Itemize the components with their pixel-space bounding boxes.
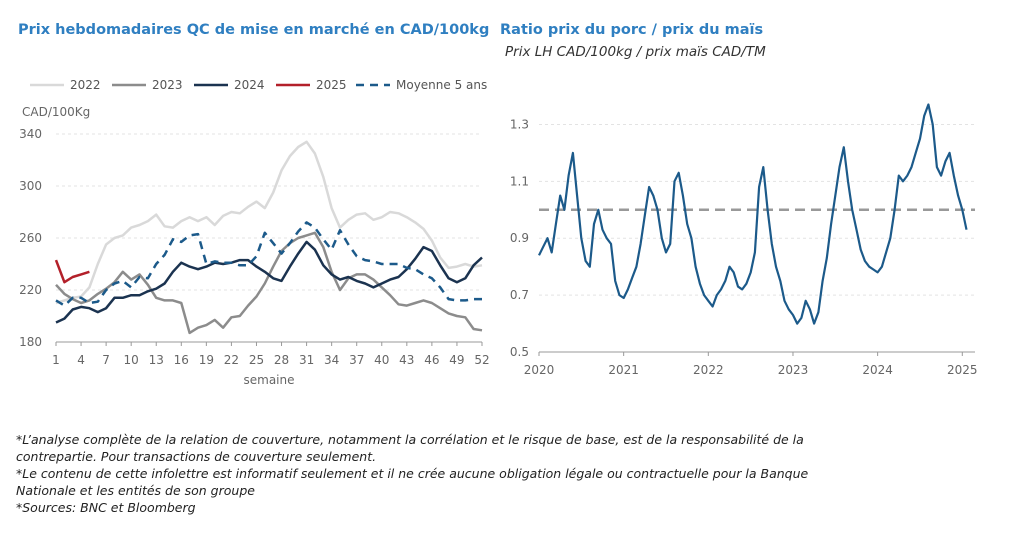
x-tick-label: 46 [424,353,439,367]
x-tick-label: 16 [174,353,189,367]
right-chart-title: Ratio prix du porc / prix du maïs [500,22,764,38]
footnote-line: Nationale et les entités de son groupe [16,483,255,498]
y-axis-label: CAD/100Kg [22,105,90,119]
x-tick-label: 2022 [693,363,724,377]
series-line-ratio [538,103,968,325]
x-axis-label: semaine [244,373,295,386]
footnotes: *L’analyse complète de la relation de co… [16,431,1006,516]
y-tick-label: 260 [19,231,42,245]
series-line-2025 [54,259,90,284]
x-tick-label: 10 [124,353,139,367]
weekly-price-chart: 180 220 260 300 340 1 4 7 10 13 16 19 22 25 28 31 34 37 40… [19,78,490,386]
y-tick-label: 0.7 [510,288,529,302]
x-tick-label: 7 [102,353,110,367]
x-tick-label: 25 [249,353,264,367]
x-tick-label: 2021 [608,363,639,377]
legend-label: 2024 [234,78,265,92]
x-tick-label: 4 [77,353,85,367]
series-line-2024 [55,240,483,324]
x-tick-label: 34 [324,353,339,367]
x-tick-label: 40 [374,353,389,367]
y-tick-label: 300 [19,179,42,193]
y-tick-label: 1.3 [510,117,529,131]
x-tick-label: 43 [399,353,414,367]
x-tick-label: 22 [224,353,239,367]
x-tick-label: 2020 [524,363,555,377]
y-tick-label: 220 [19,283,42,297]
x-tick-label: 2025 [947,363,978,377]
x-tick-label: 28 [274,353,289,367]
x-tick-label: 31 [299,353,314,367]
x-tick-label: 37 [349,353,364,367]
x-tick-label: 2023 [778,363,809,377]
hog-corn-ratio-chart: 0.5 0.7 0.9 1.1 1.3 2020 2021 2022 2023 2024 2025 [510,103,978,377]
y-tick-label: 0.5 [510,345,529,359]
footnote-line: *L’analyse complète de la relation de co… [16,432,804,447]
footnote-line: contrepartie. Pour transactions de couve… [16,449,377,464]
footnote-line: *Sources: BNC et Bloomberg [16,500,196,515]
legend-label: 2025 [316,78,347,92]
x-tick-label: 1 [52,353,60,367]
y-tick-label: 0.9 [510,231,529,245]
left-chart-title: Prix hebdomadaires QC de mise en marché … [18,22,490,38]
y-tick-label: 180 [19,335,42,349]
x-tick-label: 52 [474,353,489,367]
x-tick-label: 19 [199,353,214,367]
legend-label: 2023 [152,78,183,92]
y-tick-label: 1.1 [510,174,529,188]
x-tick-label: 2024 [862,363,893,377]
legend-label: 2022 [70,78,101,92]
footnote-line: *Le contenu de cette infolettre est info… [16,466,809,481]
right-chart-subtitle: Prix LH CAD/100kg / prix maïs CAD/TM [505,44,766,60]
x-tick-label: 13 [149,353,164,367]
series-line-2023 [55,231,483,335]
series-line-2022 [55,140,483,305]
series-line-moyenne-5-ans [55,221,482,307]
x-tick-label: 49 [449,353,464,367]
legend-label: Moyenne 5 ans [396,78,487,92]
y-tick-label: 340 [19,127,42,141]
